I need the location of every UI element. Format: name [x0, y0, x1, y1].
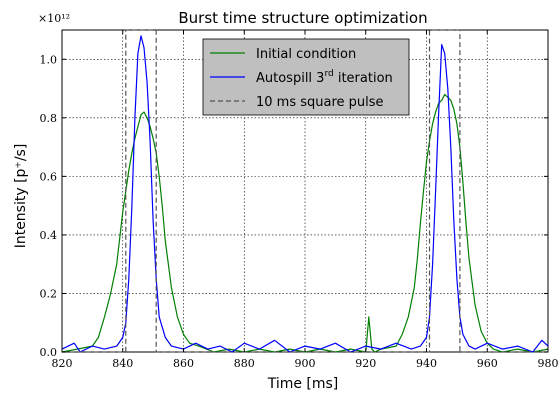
y-tick-label: 0.6 [40, 170, 58, 183]
legend-autospill-main: Autospill 3 [256, 71, 324, 86]
legend: Initial condition Autospill 3rd iteratio… [202, 38, 410, 116]
x-tick-label: 880 [234, 357, 255, 370]
x-tick-label: 960 [477, 357, 498, 370]
chart-title: Burst time structure optimization [178, 9, 427, 27]
legend-autospill-sup: rd [324, 69, 333, 79]
grid-lines [62, 30, 548, 352]
x-tick-label: 860 [173, 357, 194, 370]
series-line-autospill [61, 35, 549, 353]
x-tick-label: 820 [52, 357, 73, 370]
axis-ticks: 820 840 860 880 900 920 940 960 980 0.0 0.2 0.4 0.6 0… [40, 30, 558, 370]
x-tick-label: 940 [416, 357, 437, 370]
x-tick-label: 900 [295, 357, 316, 370]
y-multiplier: ×10¹² [38, 12, 70, 25]
y-tick-label: 0.4 [40, 229, 58, 242]
series-line-initial [61, 93, 549, 353]
series-line-pulse [62, 29, 548, 353]
y-tick-label: 0.2 [40, 287, 58, 300]
y-tick-label: 1.0 [40, 53, 58, 66]
legend-label-pulse: 10 ms square pulse [256, 95, 384, 110]
y-tick-label: 0.8 [40, 112, 58, 125]
series-layer [61, 29, 549, 353]
legend-label-initial: Initial condition [256, 47, 356, 62]
x-tick-label: 980 [538, 357, 558, 370]
legend-label-autospill: Autospill 3rd iteration [256, 69, 393, 86]
x-axis-label: Time [ms] [267, 376, 339, 392]
x-tick-label: 920 [355, 357, 376, 370]
y-axis-label: Intensity [p⁺/s] [13, 144, 29, 249]
legend-autospill-tail: iteration [334, 71, 393, 86]
x-tick-label: 840 [112, 357, 133, 370]
y-tick-label: 0.0 [40, 346, 58, 359]
